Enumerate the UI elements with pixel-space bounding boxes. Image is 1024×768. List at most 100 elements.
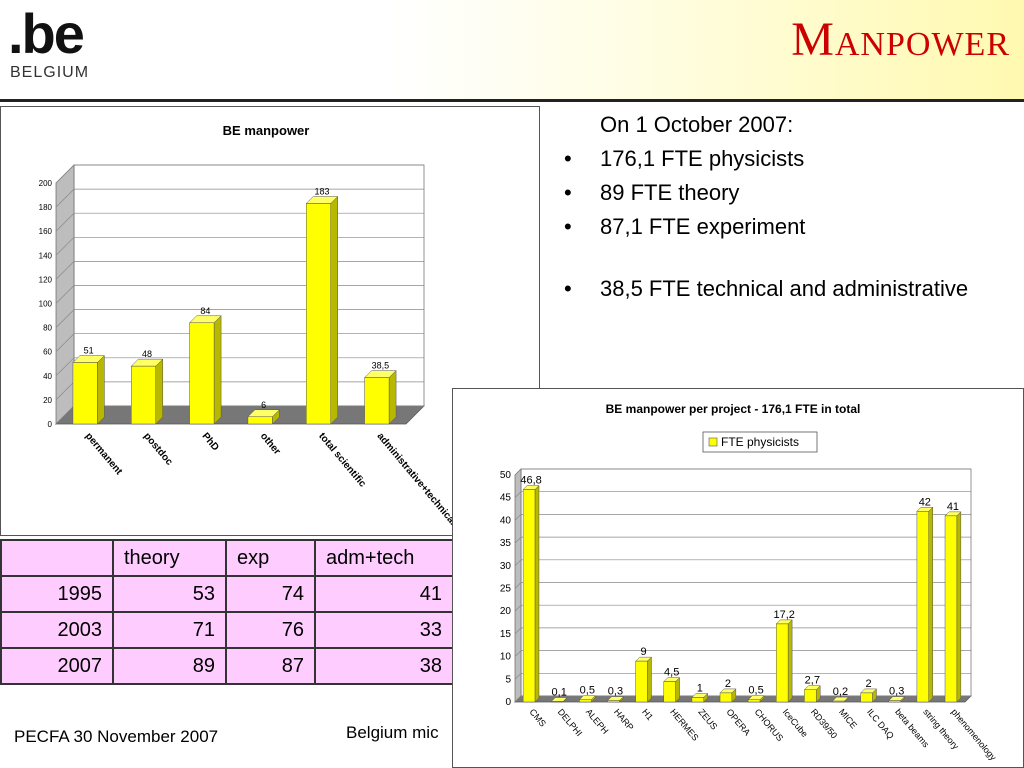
y-tick-label: 160 [39, 227, 53, 236]
bar [888, 700, 901, 703]
y-tick-label: 140 [39, 251, 53, 260]
logo-subtitle: BELGIUM [10, 64, 90, 81]
chart-legend: FTE physicists [702, 431, 818, 453]
bar-side [534, 484, 540, 703]
gridline [514, 695, 971, 703]
bar [916, 511, 929, 703]
y-tick-label: 120 [39, 275, 53, 284]
legend-swatch [708, 437, 718, 447]
table-cell: 2007 [0, 647, 114, 685]
bullet-item: • 38,5 FTE technical and administrative [560, 276, 1010, 302]
bullets-intro: On 1 October 2007: [600, 112, 794, 137]
data-label: 2 [725, 678, 731, 690]
manpower-table: theory exp adm+tech 1995 53 74 41 2003 7… [0, 539, 454, 685]
bar [579, 699, 592, 703]
bar-side [647, 656, 652, 703]
x-tick-label: PhD [200, 431, 221, 453]
legend-label: FTE physicists [721, 435, 799, 449]
x-tick-label: ALEPH [584, 707, 611, 736]
bar [635, 660, 648, 703]
data-label: 84 [200, 306, 210, 316]
data-label: 0,5 [748, 685, 763, 697]
y-tick-label: 0 [505, 697, 511, 708]
table-cell: 38 [314, 647, 454, 685]
bullet-text: 176,1 FTE physicists [600, 146, 805, 171]
bar [522, 489, 536, 703]
x-tick-label: OPERA [724, 707, 752, 738]
gridline [514, 582, 971, 589]
bar [364, 377, 390, 425]
gridline [514, 604, 971, 612]
y-tick-label: 35 [500, 538, 512, 549]
footer-event: PECFA 30 November 2007 [14, 727, 219, 746]
bar [72, 362, 98, 425]
bar-side [388, 370, 397, 425]
table-cell: 1995 [0, 575, 114, 613]
table-header-cell: theory [112, 539, 227, 577]
y-tick-label: 50 [500, 470, 512, 481]
bullet-dot-icon: • [564, 276, 572, 301]
bullet-dot-icon: • [564, 180, 572, 205]
y-tick-label: 10 [500, 652, 512, 663]
bar [131, 365, 156, 425]
y-tick-label: 25 [500, 584, 512, 595]
bar [691, 697, 704, 703]
bar [944, 515, 958, 703]
gridline [514, 627, 971, 635]
y-tick-label: 15 [500, 629, 512, 640]
chart-title: BE manpower [223, 123, 310, 138]
bar [776, 623, 789, 703]
be-manpower-chart: BE manpower 0 20 40 60 80 100 120 140 160 180 200 51… [0, 106, 540, 536]
bar-side [155, 358, 163, 425]
x-tick-label: IceCube [781, 707, 810, 739]
data-label: 17,2 [773, 609, 794, 621]
bullet-text: 89 FTE theory [600, 180, 740, 205]
x-tick-label: administrative+technical [375, 431, 459, 528]
y-tick-label: 5 [505, 674, 511, 685]
x-tick-label: phenomenology [949, 707, 998, 763]
y-tick-label: 100 [39, 300, 53, 309]
data-label: 46,8 [520, 475, 541, 487]
logo-text: .be [8, 2, 85, 65]
bar [860, 692, 873, 703]
data-label: 0,1 [552, 687, 567, 699]
bullet-dot-icon: • [564, 146, 572, 171]
y-tick-label: 180 [39, 203, 53, 212]
table-cell: 33 [314, 611, 454, 649]
bar-side [330, 195, 338, 425]
slide-header: .be BELGIUM Manpower [0, 0, 1024, 100]
data-label: 4,5 [664, 667, 679, 679]
gridline [55, 164, 424, 184]
bullet-item: • 89 FTE theory [560, 180, 1010, 206]
data-label: 9 [641, 646, 647, 658]
bar-side [928, 506, 933, 703]
bar [747, 699, 761, 703]
table-cell: 74 [225, 575, 316, 613]
table-cell: 41 [314, 575, 454, 613]
table-row: 2007 89 87 38 [0, 647, 454, 685]
y-tick-label: 80 [43, 324, 52, 333]
y-tick-label: 20 [43, 396, 52, 405]
gridline [514, 672, 971, 680]
x-tick-label: postdoc [141, 431, 175, 468]
bar [804, 689, 817, 703]
bullet-item: • 87,1 FTE experiment [560, 214, 1010, 240]
bar [306, 203, 331, 425]
table-header-cell: adm+tech [314, 539, 454, 577]
data-label: 2,7 [805, 675, 820, 687]
project-manpower-chart-svg: BE manpower per project - 176,1 FTE in t… [500, 402, 999, 763]
gridline [55, 188, 424, 208]
data-label: 0,3 [608, 686, 623, 698]
footer-title: Belgium mic [346, 723, 439, 742]
data-label: 41 [947, 501, 959, 513]
x-tick-label: H1 [640, 707, 655, 722]
y-tick-label: 0 [48, 420, 53, 429]
bullet-item: • 176,1 FTE physicists [560, 146, 1010, 172]
x-tick-label: CMS [528, 707, 549, 729]
gridline [514, 468, 971, 476]
page-title: Manpower [791, 13, 1010, 66]
table-cell: 76 [225, 611, 316, 649]
bullet-text: 87,1 FTE experiment [600, 214, 806, 239]
data-label: 0,2 [833, 686, 848, 698]
x-tick-label: total scientific [316, 431, 368, 490]
